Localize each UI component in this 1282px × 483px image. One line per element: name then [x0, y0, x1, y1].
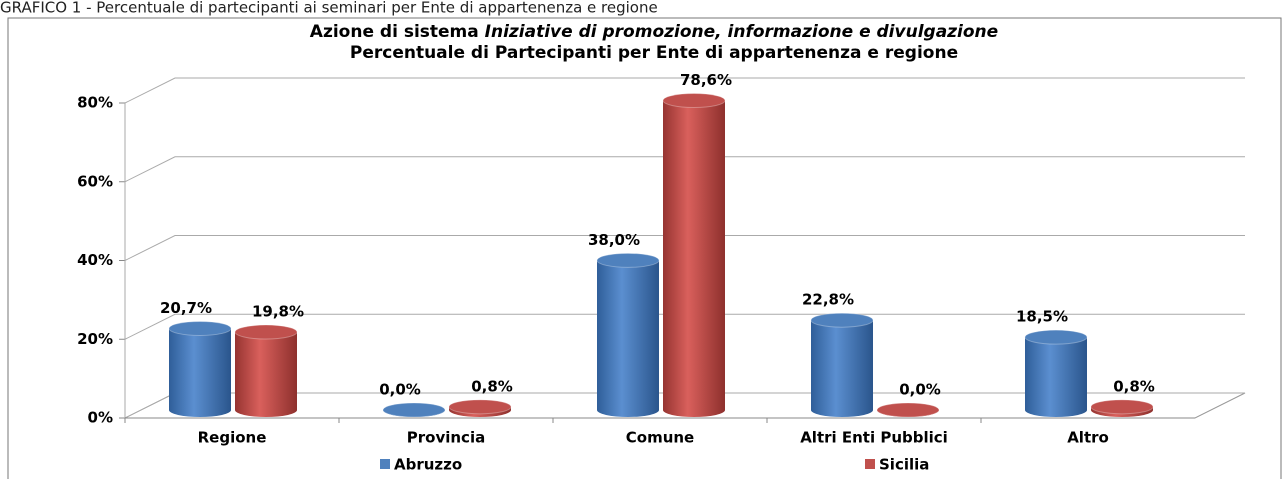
grid-line	[124, 313, 1245, 340]
chart-subtitle: Percentuale di Partecipanti per Ente di …	[350, 43, 958, 63]
bar-top	[448, 399, 512, 415]
y-tick-label: 0%	[88, 409, 113, 427]
bar	[448, 399, 512, 417]
grid-line	[124, 156, 1245, 183]
title-italic: Iniziative di promozione, informazione e…	[485, 22, 999, 42]
chart-border	[7, 17, 1282, 483]
chart-title: Azione di sistema Iniziative di promozio…	[310, 22, 998, 42]
x-tick-label: Comune	[626, 429, 694, 447]
bar-top	[596, 252, 660, 268]
bar-body	[235, 332, 297, 417]
bar-body	[663, 100, 725, 417]
bar	[1024, 329, 1088, 417]
bar	[234, 324, 298, 417]
bar-body	[1025, 337, 1087, 417]
bar	[876, 402, 940, 418]
x-tick-label: Regione	[198, 429, 267, 447]
x-tick-label: Provincia	[407, 429, 485, 447]
bar-top	[876, 402, 940, 418]
data-label: 19,8%	[252, 303, 304, 321]
legend-label: Abruzzo	[394, 456, 462, 474]
bar-top	[662, 93, 726, 109]
data-label: 22,8%	[802, 291, 854, 309]
title-plain: Azione di sistema	[310, 22, 485, 42]
bar-top	[1090, 399, 1154, 415]
data-label: 0,0%	[899, 381, 941, 399]
bar	[810, 312, 874, 417]
data-label: 18,5%	[1016, 308, 1068, 326]
data-label: 38,0%	[588, 231, 640, 249]
bar-top	[1024, 329, 1088, 345]
bar	[382, 402, 446, 418]
y-tick-label: 60%	[77, 172, 113, 190]
bar	[662, 93, 726, 417]
legend-swatch	[865, 459, 875, 469]
grid-line	[124, 235, 1245, 261]
bar-top	[168, 320, 232, 336]
legend-swatch	[380, 459, 390, 469]
bar-body	[169, 328, 231, 417]
y-tick-label: 20%	[77, 330, 113, 348]
bar-top	[382, 402, 446, 418]
bar	[1090, 399, 1154, 417]
caption: GRAFICO 1 - Percentuale di partecipanti …	[0, 0, 658, 17]
bar-top	[234, 324, 298, 340]
bar-body	[811, 320, 873, 417]
bar-body	[597, 260, 659, 417]
x-tick-label: Altro	[1067, 429, 1109, 447]
bar-top	[810, 312, 874, 328]
data-label: 0,8%	[471, 377, 513, 395]
bar	[168, 320, 232, 417]
data-label: 0,8%	[1113, 377, 1155, 395]
data-label: 78,6%	[680, 71, 732, 89]
y-tick-label: 40%	[77, 251, 113, 269]
data-label: 20,7%	[160, 299, 212, 317]
data-label: 0,0%	[379, 381, 421, 399]
bar	[596, 252, 660, 417]
legend-label: Sicilia	[879, 456, 929, 474]
x-tick-label: Altri Enti Pubblici	[800, 429, 948, 447]
grid-line	[124, 77, 1245, 104]
y-tick-label: 80%	[77, 94, 113, 112]
